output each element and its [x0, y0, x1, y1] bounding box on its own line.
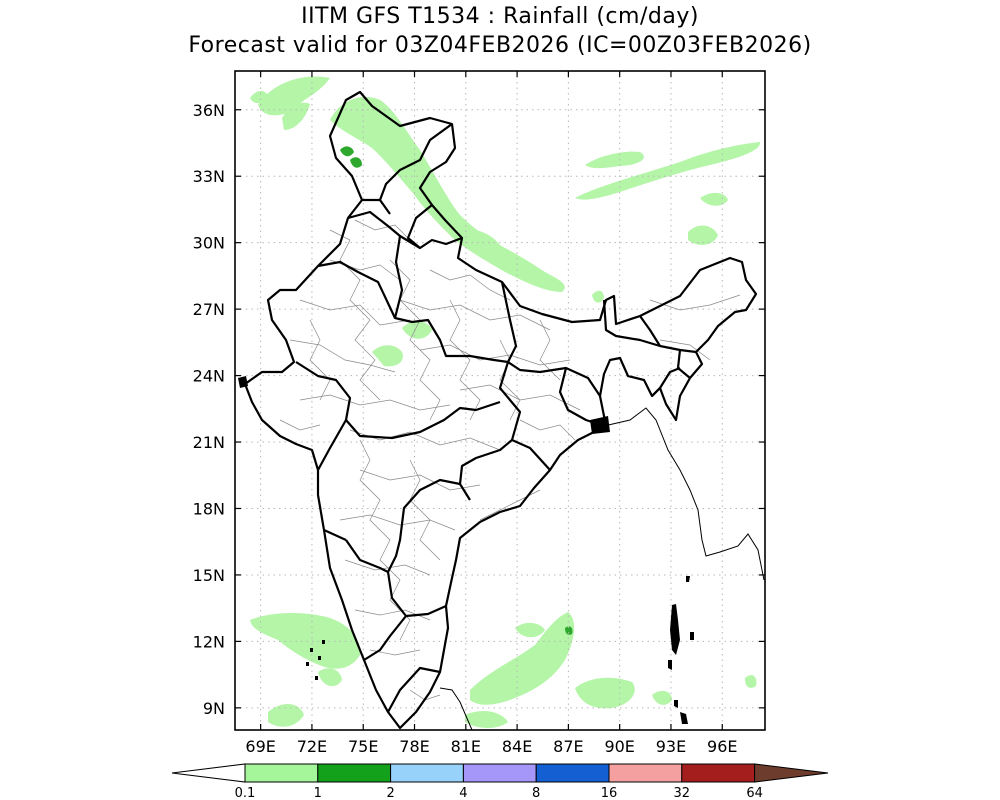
district-boundaries [279, 219, 741, 701]
rain-patch [575, 142, 761, 200]
rain-patch [745, 675, 757, 688]
rain-patch [330, 96, 565, 292]
colorbar-under-arrow [171, 763, 246, 783]
rain-patch [268, 704, 304, 727]
lat-tick-label: 21N [193, 433, 225, 452]
lat-tick-label: 12N [193, 632, 225, 651]
colorbar-segment [608, 763, 683, 783]
longitude-labels: 69E 72E 75E 78E 81E 84E 87E 90E 93E 96E [245, 737, 737, 756]
colorbar-segment [317, 763, 392, 783]
colorbar-segment [681, 763, 756, 783]
rainfall-shading [250, 76, 761, 728]
lat-tick-label: 27N [193, 300, 225, 319]
rainfall-colorbar: 0.1 1 2 4 8 16 32 64 [171, 763, 829, 800]
colorbar-segment [244, 763, 319, 783]
lon-tick-label: 72E [297, 737, 327, 756]
colorbar-level-label: 16 [601, 786, 618, 800]
rain-patch [455, 229, 500, 251]
rain-patch-moderate [340, 146, 354, 157]
international-boundaries [439, 407, 765, 730]
lat-tick-label: 18N [193, 499, 225, 518]
rain-patch [465, 710, 508, 728]
axis-ticks [235, 71, 765, 730]
rain-patch [700, 192, 728, 206]
lat-tick-label: 9N [203, 699, 225, 718]
latitude-labels: 36N 33N 30N 27N 24N 21N 18N 15N 12N 9N [193, 101, 225, 718]
rain-patch [250, 613, 361, 669]
rain-patch-moderate [565, 626, 573, 635]
colorbar-level-label: 2 [386, 786, 394, 800]
rainfall-shading-moderate [340, 146, 573, 635]
rain-patch [575, 677, 635, 709]
rain-patch [250, 90, 268, 104]
lon-tick-label: 75E [348, 737, 378, 756]
lat-tick-label: 30N [193, 234, 225, 253]
lon-tick-label: 87E [553, 737, 583, 756]
map-title-line2: Forecast valid for 03Z04FEB2026 (IC=00Z0… [188, 33, 812, 58]
lat-tick-label: 24N [193, 367, 225, 386]
rain-patch-moderate [350, 157, 362, 168]
colorbar-segment [462, 763, 537, 783]
rain-patch [515, 622, 545, 638]
colorbar-over-arrow [754, 763, 829, 783]
colorbar-level-label: 4 [459, 786, 467, 800]
colorbar-segment [390, 763, 464, 783]
rain-patch [372, 345, 403, 367]
lat-tick-label: 33N [193, 167, 225, 186]
lon-tick-label: 93E [656, 737, 686, 756]
lon-tick-label: 78E [399, 737, 429, 756]
rain-patch [402, 321, 432, 339]
rain-patch [652, 690, 672, 705]
plot-frame [234, 70, 766, 731]
colorbar-level-label: 1 [314, 786, 322, 800]
lon-tick-label: 84E [502, 737, 532, 756]
lat-tick-label: 36N [193, 101, 225, 120]
rain-patch [470, 612, 575, 705]
rain-patch [258, 76, 330, 116]
map-title-line1: IITM GFS T1534 : Rainfall (cm/day) [301, 4, 699, 29]
rain-patch [592, 290, 604, 303]
islands [238, 376, 694, 724]
lon-tick-label: 90E [604, 737, 634, 756]
colorbar-segment [535, 763, 610, 783]
lon-tick-label: 96E [707, 737, 737, 756]
colorbar-level-label: 64 [746, 786, 763, 800]
lon-tick-label: 81E [451, 737, 481, 756]
colorbar-level-label: 32 [674, 786, 691, 800]
colorbar-level-label: 8 [532, 786, 540, 800]
rain-patch [282, 102, 310, 130]
andaman-islands [670, 604, 680, 655]
rain-patch [318, 668, 342, 687]
rain-patch [688, 225, 718, 245]
colorbar-level-label: 0.1 [235, 786, 256, 800]
lon-tick-label: 69E [245, 737, 275, 756]
rain-patch [585, 151, 644, 169]
lat-tick-label: 15N [193, 566, 225, 585]
